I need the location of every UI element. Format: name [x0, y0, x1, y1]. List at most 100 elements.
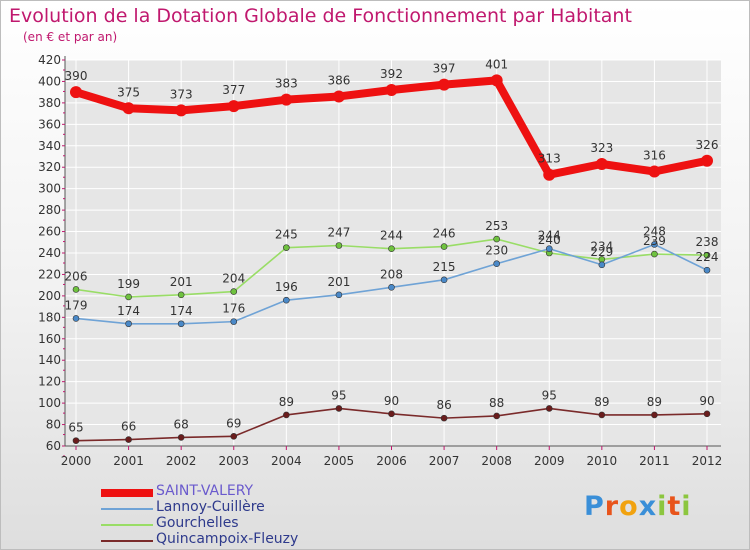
data-point-quincampoix-fleuzy	[703, 410, 711, 418]
data-label-gourchelles: 240	[538, 233, 561, 247]
data-label-gourchelles: 204	[222, 272, 245, 286]
data-point-gourchelles	[651, 250, 658, 258]
data-label-saint-valery: 392	[380, 67, 403, 81]
x-tick-label: 2004	[271, 454, 302, 468]
data-point-quincampoix-fleuzy	[230, 433, 238, 440]
data-point-saint-valery	[648, 165, 661, 178]
x-tick-label: 2000	[61, 454, 92, 468]
data-label-lannoy-cuill-re: 179	[65, 298, 88, 312]
legend-label: Quincampoix-Fleuzy	[156, 531, 299, 547]
data-label-quincampoix-fleuzy: 86	[436, 398, 451, 412]
data-point-lannoy-cuill-re	[177, 320, 185, 328]
data-point-quincampoix-fleuzy	[177, 434, 185, 441]
data-label-saint-valery: 386	[327, 73, 350, 87]
data-point-saint-valery	[70, 86, 82, 99]
data-point-quincampoix-fleuzy	[598, 411, 606, 419]
data-point-lannoy-cuill-re	[125, 320, 132, 328]
data-point-gourchelles	[493, 235, 500, 243]
data-point-quincampoix-fleuzy	[335, 405, 343, 412]
data-point-lannoy-cuill-re	[388, 284, 395, 291]
data-label-saint-valery: 316	[643, 149, 666, 163]
data-point-quincampoix-fleuzy	[72, 437, 80, 444]
legend-swatch	[101, 508, 153, 510]
legend-label: Lannoy-Cuillère	[156, 499, 265, 515]
data-point-gourchelles	[230, 288, 238, 295]
data-label-gourchelles: 245	[275, 228, 298, 242]
chart-title: Evolution de la Dotation Globale de Fonc…	[9, 5, 632, 27]
data-point-lannoy-cuill-re	[440, 276, 448, 284]
logo-letter: t	[667, 491, 682, 522]
data-point-lannoy-cuill-re	[493, 260, 500, 268]
x-tick-label: 2008	[481, 454, 512, 468]
data-point-gourchelles	[703, 251, 711, 259]
y-tick-label: 140	[38, 353, 61, 367]
data-point-quincampoix-fleuzy	[283, 411, 290, 419]
y-tick-label: 320	[38, 160, 61, 174]
data-point-lannoy-cuill-re	[72, 315, 80, 322]
data-label-lannoy-cuill-re: 248	[643, 224, 666, 238]
x-tick-label: 2007	[429, 454, 460, 468]
data-point-saint-valery	[385, 84, 398, 97]
data-label-gourchelles: 247	[327, 225, 350, 239]
data-label-gourchelles: 244	[380, 229, 403, 243]
data-point-saint-valery	[175, 104, 188, 117]
data-label-lannoy-cuill-re: 174	[117, 304, 140, 318]
data-label-saint-valery: 326	[696, 138, 719, 152]
data-label-gourchelles: 239	[643, 234, 666, 248]
x-tick-label: 2001	[113, 454, 144, 468]
legend-swatch	[101, 540, 153, 542]
data-point-gourchelles	[283, 244, 290, 251]
y-tick-label: 380	[38, 96, 61, 110]
data-point-quincampoix-fleuzy	[388, 410, 395, 418]
logo-letter: P	[584, 491, 605, 522]
y-tick-label: 200	[38, 289, 61, 303]
data-point-quincampoix-fleuzy	[545, 405, 553, 412]
x-tick-label: 2011	[639, 454, 670, 468]
data-label-quincampoix-fleuzy: 66	[121, 420, 136, 434]
data-label-quincampoix-fleuzy: 65	[68, 421, 83, 435]
data-point-quincampoix-fleuzy	[651, 411, 658, 419]
data-point-saint-valery	[543, 168, 556, 181]
y-tick-label: 260	[38, 225, 61, 239]
y-tick-label: 240	[38, 246, 61, 260]
data-label-saint-valery: 397	[433, 62, 456, 76]
data-label-lannoy-cuill-re: 215	[433, 260, 456, 274]
data-label-saint-valery: 377	[222, 83, 245, 97]
logo-letter: o	[619, 491, 639, 522]
data-label-gourchelles: 201	[170, 275, 193, 289]
data-point-saint-valery	[490, 74, 503, 87]
data-label-quincampoix-fleuzy: 89	[594, 395, 609, 409]
data-label-saint-valery: 373	[170, 87, 193, 101]
data-point-lannoy-cuill-re	[598, 261, 606, 269]
data-point-saint-valery	[595, 158, 608, 171]
data-label-quincampoix-fleuzy: 68	[174, 417, 189, 431]
legend-swatch	[101, 524, 153, 526]
data-label-gourchelles: 246	[433, 227, 456, 241]
logo-letter: x	[638, 491, 658, 522]
x-tick-label: 2005	[324, 454, 355, 468]
data-label-lannoy-cuill-re: 244	[538, 229, 561, 243]
data-label-lannoy-cuill-re: 176	[222, 302, 245, 316]
logo-letter: i	[681, 491, 692, 522]
data-point-lannoy-cuill-re	[703, 266, 711, 274]
data-point-saint-valery	[701, 154, 713, 167]
data-label-lannoy-cuill-re: 196	[275, 280, 298, 294]
logo-letter: i	[657, 491, 668, 522]
data-label-quincampoix-fleuzy: 88	[489, 396, 504, 410]
data-label-lannoy-cuill-re: 201	[327, 275, 350, 289]
data-point-gourchelles	[72, 286, 80, 293]
data-label-quincampoix-fleuzy: 95	[542, 388, 557, 402]
x-tick-label: 2010	[587, 454, 618, 468]
data-label-lannoy-cuill-re: 208	[380, 267, 403, 281]
data-label-saint-valery: 390	[65, 69, 88, 83]
data-point-lannoy-cuill-re	[283, 296, 290, 304]
data-point-lannoy-cuill-re	[651, 241, 658, 248]
data-point-saint-valery	[122, 102, 135, 115]
data-label-quincampoix-fleuzy: 90	[384, 394, 399, 408]
y-tick-label: 360	[38, 117, 61, 131]
data-point-saint-valery	[438, 78, 451, 91]
y-tick-label: 80	[46, 418, 61, 432]
data-point-gourchelles	[440, 243, 448, 250]
data-point-saint-valery	[227, 100, 240, 113]
